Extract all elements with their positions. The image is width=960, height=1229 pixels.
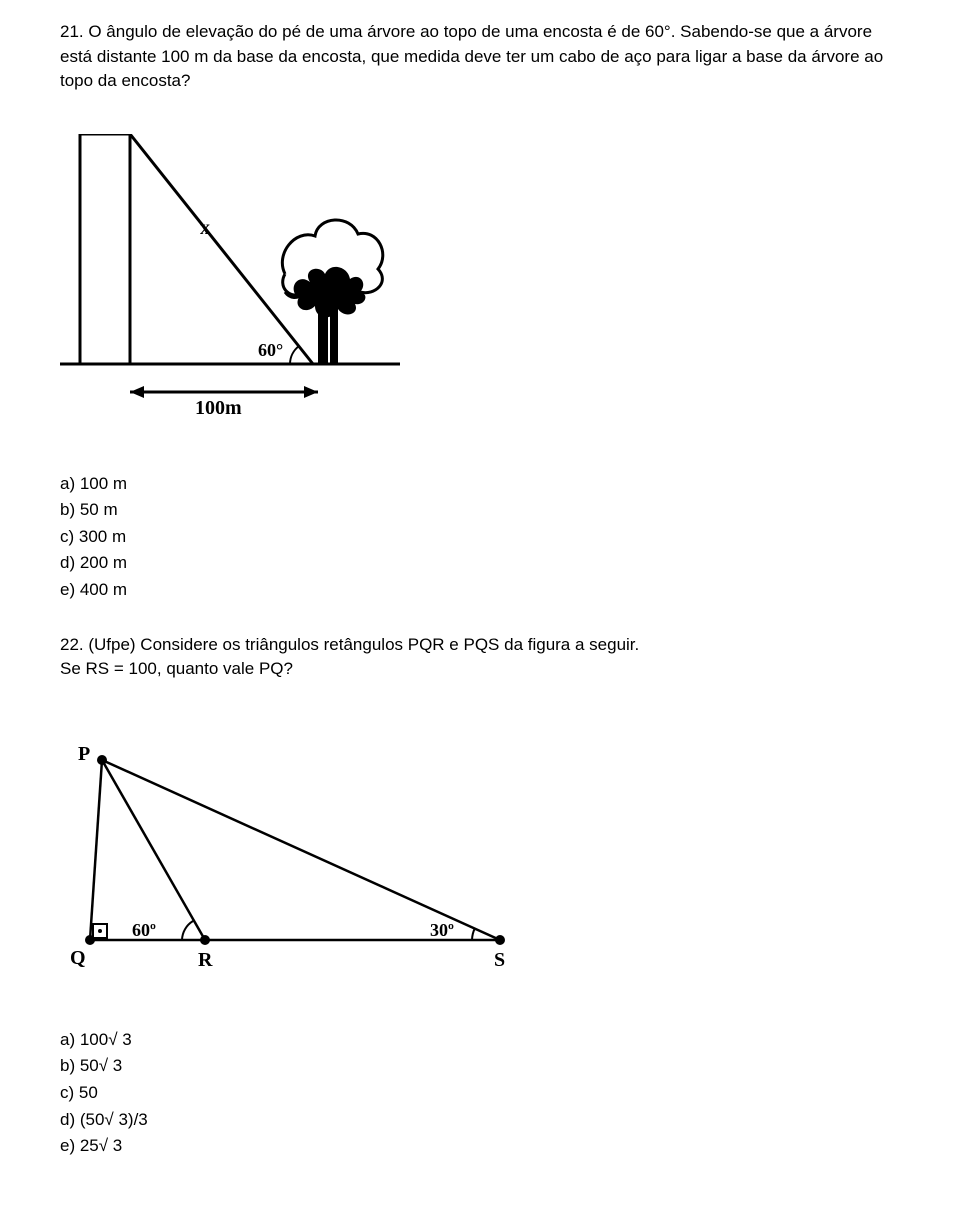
- q22-option-b: b) 50√ 3: [60, 1054, 900, 1079]
- q22-Q-label: Q: [70, 947, 86, 969]
- q22-options: a) 100√ 3 b) 50√ 3 c) 50 d) (50√ 3)/3 e)…: [60, 1028, 900, 1159]
- q22-angle60-label: 60º: [132, 920, 156, 940]
- q21-option-e: e) 400 m: [60, 578, 900, 603]
- q22-P-label: P: [78, 743, 90, 765]
- q22-text: 22. (Ufpe) Considere os triângulos retân…: [60, 633, 900, 682]
- q22-S-label: S: [494, 949, 505, 971]
- q21-x-label: x: [200, 217, 210, 239]
- q21-figure: x 60° 1: [60, 134, 900, 432]
- q22-option-e: e) 25√ 3: [60, 1134, 900, 1159]
- document-page: 21. O ângulo de elevação do pé de uma ár…: [0, 0, 960, 1229]
- q21-option-b: b) 50 m: [60, 498, 900, 523]
- q21-options: a) 100 m b) 50 m c) 300 m d) 200 m e) 40…: [60, 472, 900, 603]
- q21-svg: x 60° 1: [60, 134, 400, 424]
- q21-option-d: d) 200 m: [60, 551, 900, 576]
- q21-line3: encosta?: [121, 71, 190, 90]
- q21-option-c: c) 300 m: [60, 525, 900, 550]
- q21-angle-label: 60°: [258, 340, 283, 360]
- q21-option-a: a) 100 m: [60, 472, 900, 497]
- q22-line1: 22. (Ufpe) Considere os triângulos retân…: [60, 633, 900, 658]
- q22-R-label: R: [198, 949, 213, 971]
- q22-angle30-label: 30º: [430, 920, 454, 940]
- q22-line2: Se RS = 100, quanto vale PQ?: [60, 657, 900, 682]
- q21-text: 21. O ângulo de elevação do pé de uma ár…: [60, 20, 900, 94]
- q22-figure: P Q R S 60º 30º: [60, 740, 900, 988]
- q22-option-d: d) (50√ 3)/3: [60, 1108, 900, 1133]
- q22-svg: P Q R S 60º 30º: [60, 740, 530, 980]
- q22-option-c: c) 50: [60, 1081, 900, 1106]
- q22-option-a: a) 100√ 3: [60, 1028, 900, 1053]
- q21-distance-label: 100m: [195, 397, 242, 419]
